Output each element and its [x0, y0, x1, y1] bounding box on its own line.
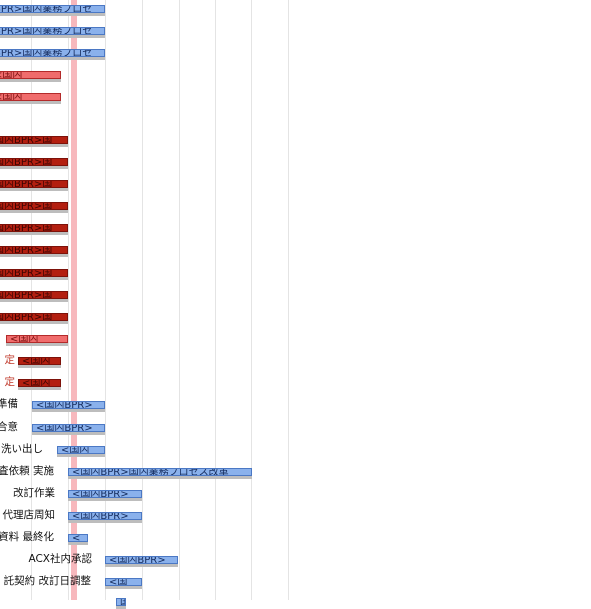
- task-bar[interactable]: <国内: [0, 71, 61, 79]
- task-bar[interactable]: 国内BPR>国: [0, 136, 68, 144]
- task-bar-shadow: [68, 475, 252, 479]
- task-bar-shadow: [68, 541, 88, 545]
- task-bar-shadow: [0, 276, 68, 280]
- task-label: 査依頼 実施: [0, 465, 54, 477]
- task-bar-shadow: [0, 100, 61, 104]
- task-bar-shadow: [0, 231, 68, 235]
- task-bar-shadow: [68, 497, 142, 501]
- task-bar[interactable]: BPR>国内業務プロセ: [0, 49, 105, 57]
- task-bar[interactable]: 国内BPR>国: [0, 313, 68, 321]
- task-bar-shadow: [18, 386, 61, 390]
- task-label: 改訂作業: [13, 487, 55, 499]
- task-bar-shadow: [68, 519, 142, 523]
- task-bar[interactable]: <国内BPR>: [32, 424, 105, 432]
- today-marker: [71, 0, 77, 600]
- task-label: 準備: [0, 398, 18, 410]
- task-bar-shadow: [105, 585, 142, 589]
- task-bar[interactable]: BPR>国内業務プロセ: [0, 27, 105, 35]
- task-bar[interactable]: 国内BPR>国: [0, 224, 68, 232]
- grid-line: [215, 0, 216, 600]
- task-bar-shadow: [0, 320, 68, 324]
- grid-line: [179, 0, 180, 600]
- task-bar[interactable]: <国内: [6, 335, 68, 343]
- task-bar-shadow: [105, 563, 178, 567]
- task-label: ACX社内承認: [28, 553, 92, 565]
- task-bar-shadow: [18, 364, 61, 368]
- task-bar-shadow: [0, 78, 61, 82]
- task-bar[interactable]: 国内BPR>国: [0, 202, 68, 210]
- task-bar[interactable]: 国内BPR>国: [0, 291, 68, 299]
- task-bar[interactable]: <国内: [18, 357, 61, 365]
- task-label: 定: [4, 376, 16, 388]
- task-bar-shadow: [6, 342, 68, 346]
- grid-line: [105, 0, 106, 600]
- task-bar[interactable]: <国内BPR>: [68, 490, 142, 498]
- task-bar-shadow: [0, 34, 105, 38]
- task-bar[interactable]: <国内BPR>: [68, 512, 142, 520]
- task-bar-shadow: [0, 12, 105, 16]
- grid-line: [142, 0, 143, 600]
- task-bar[interactable]: 国内BPR>国: [0, 180, 68, 188]
- task-bar[interactable]: 国内BPR>国: [0, 246, 68, 254]
- task-bar-shadow: [0, 253, 68, 257]
- task-label: 合意: [0, 421, 18, 433]
- task-label: 資料 最終化: [0, 531, 54, 543]
- task-label: 代理店周知: [2, 509, 56, 521]
- task-bar[interactable]: <国: [105, 578, 142, 586]
- task-bar-shadow: [0, 187, 68, 191]
- task-bar[interactable]: 国内BPR>国: [0, 158, 68, 166]
- task-label: 託契約 改訂日調整: [3, 575, 91, 587]
- task-label: 定: [4, 354, 16, 366]
- task-label: 洗い出し: [1, 443, 43, 455]
- task-bar[interactable]: <国内BPR>: [105, 556, 178, 564]
- task-bar[interactable]: <国内: [57, 446, 105, 454]
- task-bar-shadow: [32, 408, 105, 412]
- task-bar[interactable]: <国内: [18, 379, 61, 387]
- task-bar[interactable]: <国内: [0, 93, 61, 101]
- task-bar[interactable]: <国内BPR>国内業務プロセス改革: [68, 468, 252, 476]
- task-bar[interactable]: <: [68, 534, 88, 542]
- grid-line: [288, 0, 289, 600]
- task-bar-shadow: [57, 453, 105, 457]
- task-bar-shadow: [0, 209, 68, 213]
- task-bar[interactable]: 国内BPR>国: [0, 269, 68, 277]
- task-bar-shadow: [32, 431, 105, 435]
- task-bar[interactable]: BPR>国内業務プロセ: [0, 5, 105, 13]
- task-bar-shadow: [0, 143, 68, 147]
- task-bar[interactable]: <国内BPR>: [32, 401, 105, 409]
- grid-line: [251, 0, 252, 600]
- task-bar-shadow: [0, 165, 68, 169]
- task-bar-shadow: [0, 298, 68, 302]
- task-bar-shadow: [0, 56, 105, 60]
- task-bar[interactable]: 国: [116, 598, 126, 606]
- grid-line: [68, 0, 69, 600]
